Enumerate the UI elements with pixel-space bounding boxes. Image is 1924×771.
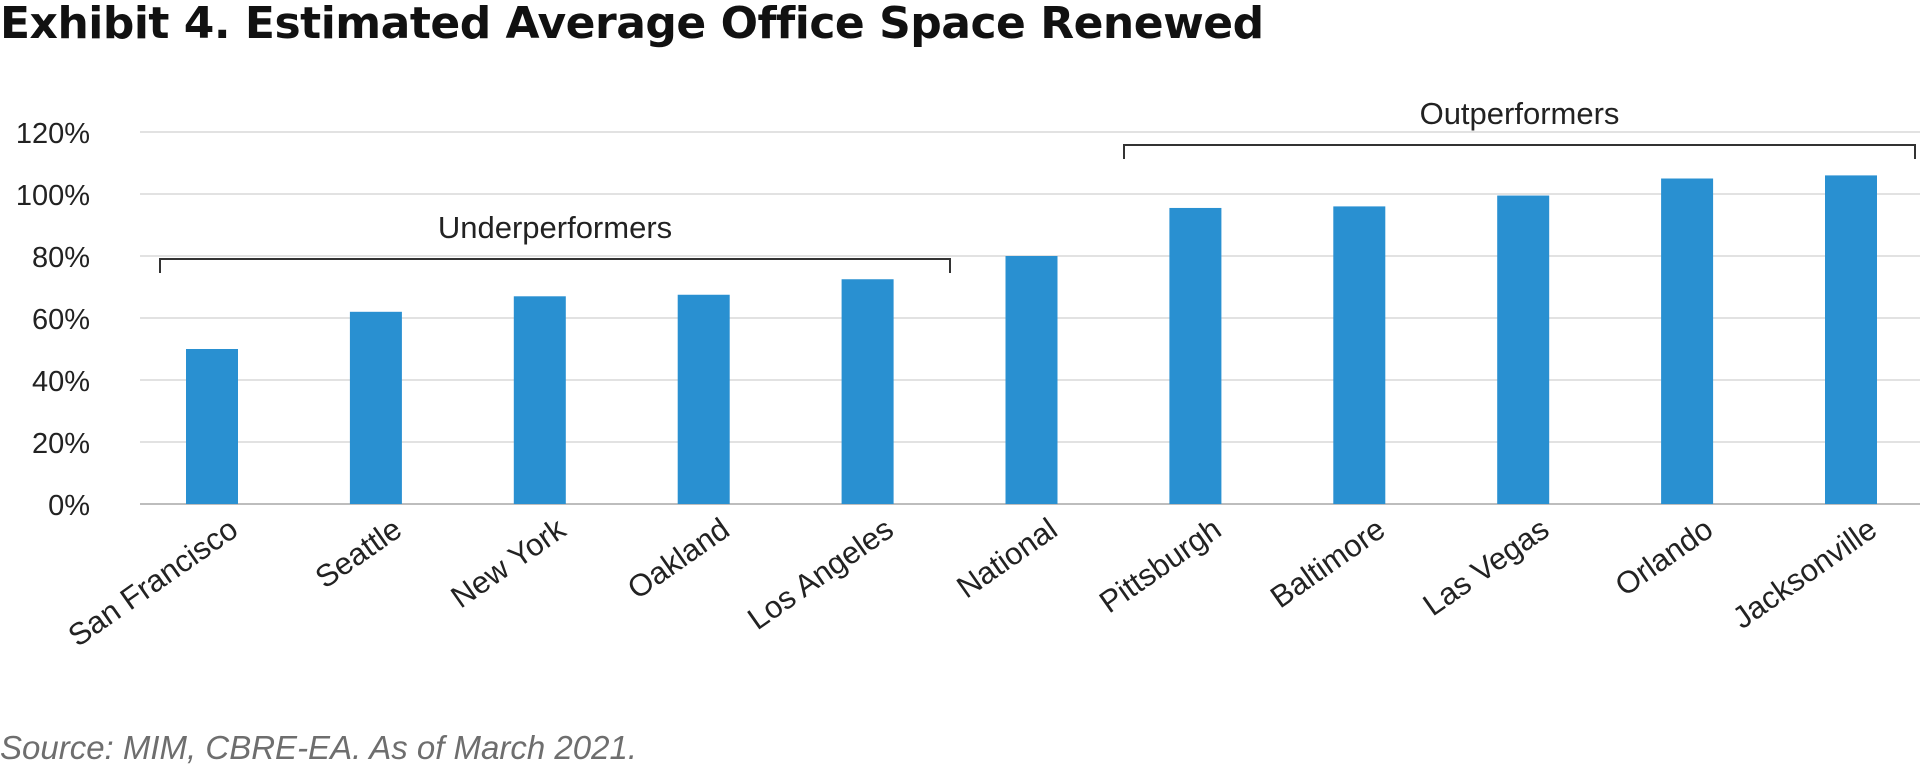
x-tick-label: San Francisco bbox=[62, 511, 244, 653]
bar bbox=[841, 279, 894, 504]
annotation-label: Underperformers bbox=[438, 210, 672, 245]
x-tick-label: Seattle bbox=[309, 511, 408, 595]
annotation-label: Outperformers bbox=[1420, 96, 1620, 131]
bar bbox=[1497, 195, 1550, 505]
bar bbox=[513, 296, 566, 504]
x-tick-label: National bbox=[950, 511, 1063, 605]
y-tick-label: 120% bbox=[16, 118, 90, 150]
x-axis-labels: San Francisco Seattle New York Oakland Los A… bbox=[62, 511, 1883, 654]
bar bbox=[1333, 206, 1386, 504]
bar-chart: 0% 20% 40% 60% 80% 100% 120% San Francisco Seat… bbox=[16, 96, 1920, 654]
chart-title: Exhibit 4. Estimated Average Office Spac… bbox=[0, 0, 1264, 49]
y-tick-label: 20% bbox=[32, 428, 90, 460]
y-tick-label: 100% bbox=[16, 180, 90, 212]
x-tick-label: Oakland bbox=[621, 511, 736, 606]
bar bbox=[677, 294, 730, 504]
x-tick-label: Baltimore bbox=[1264, 511, 1391, 615]
source-note: Source: MIM, CBRE-EA. As of March 2021. bbox=[0, 729, 637, 766]
y-tick-label: 0% bbox=[48, 490, 90, 522]
y-tick-label: 40% bbox=[32, 366, 90, 398]
annotation-bracket bbox=[1123, 144, 1916, 159]
annotation-bracket bbox=[159, 258, 951, 273]
x-tick-label: Los Angeles bbox=[741, 511, 899, 637]
bar bbox=[1169, 207, 1222, 504]
y-tick-label: 80% bbox=[32, 242, 90, 274]
x-tick-label: Pittsburgh bbox=[1093, 511, 1227, 620]
bar bbox=[349, 311, 402, 504]
x-tick-label: Las Vegas bbox=[1417, 511, 1556, 623]
y-tick-label: 60% bbox=[32, 304, 90, 336]
bars bbox=[186, 175, 1877, 505]
bar bbox=[1661, 178, 1714, 504]
bar bbox=[1005, 256, 1058, 504]
x-tick-label: Orlando bbox=[1609, 511, 1719, 603]
x-tick-label: New York bbox=[444, 511, 572, 615]
bar bbox=[186, 349, 238, 504]
x-tick-label: Jacksonville bbox=[1726, 511, 1883, 636]
bar bbox=[1825, 175, 1877, 504]
group-annotations: Underperformers Outperformers bbox=[159, 96, 1916, 273]
y-axis-ticks: 0% 20% 40% 60% 80% 100% 120% bbox=[16, 118, 90, 522]
